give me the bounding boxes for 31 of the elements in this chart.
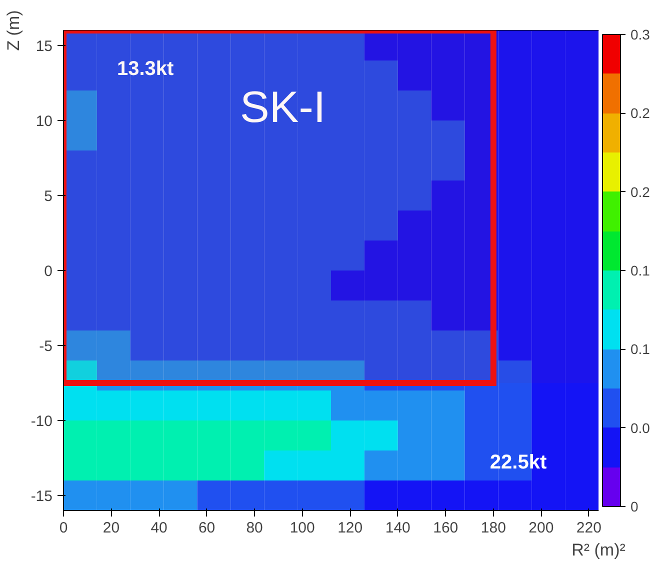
x-tick-label: 20	[102, 520, 120, 536]
x-tick-label: 200	[528, 520, 554, 536]
y-tick-label: -5	[39, 338, 53, 355]
color-bar-label: 0.3	[630, 26, 650, 42]
x-tick-label: 140	[385, 520, 410, 536]
color-bar-label: 0.2	[630, 184, 650, 200]
color-bar-label: 0	[630, 498, 638, 514]
y-tick-label: 0	[44, 263, 52, 280]
y-axis-title: Z (m)	[4, 10, 23, 51]
y-tick-label: 15	[36, 38, 53, 55]
annotation: 13.3kt	[117, 58, 174, 80]
x-tick-label: 40	[150, 520, 168, 536]
x-axis-title: R² (m)²	[572, 540, 626, 560]
color-bar-label: 0.1	[630, 262, 650, 278]
x-tick-label: 60	[198, 520, 216, 536]
x-tick-label: 120	[338, 520, 363, 536]
color-bar-label: 0.2	[630, 105, 650, 122]
y-tick-label: -10	[30, 413, 53, 430]
annotation: SK-I	[240, 82, 326, 132]
y-tick-label: 10	[36, 113, 53, 130]
x-tick-label: 220	[576, 520, 602, 536]
y-tick-label: -15	[30, 488, 53, 505]
x-tick-label: 100	[290, 520, 315, 536]
color-bar-label: 0.0	[630, 420, 650, 436]
annotation: 22.5kt	[490, 452, 547, 474]
x-tick-label: 160	[433, 520, 458, 536]
y-tick-label: 5	[44, 188, 52, 205]
x-tick-label: 0	[59, 520, 68, 536]
x-tick-label: 180	[480, 520, 506, 536]
x-tick-label: 80	[246, 520, 263, 536]
color-bar-label: 0.1	[630, 341, 650, 358]
